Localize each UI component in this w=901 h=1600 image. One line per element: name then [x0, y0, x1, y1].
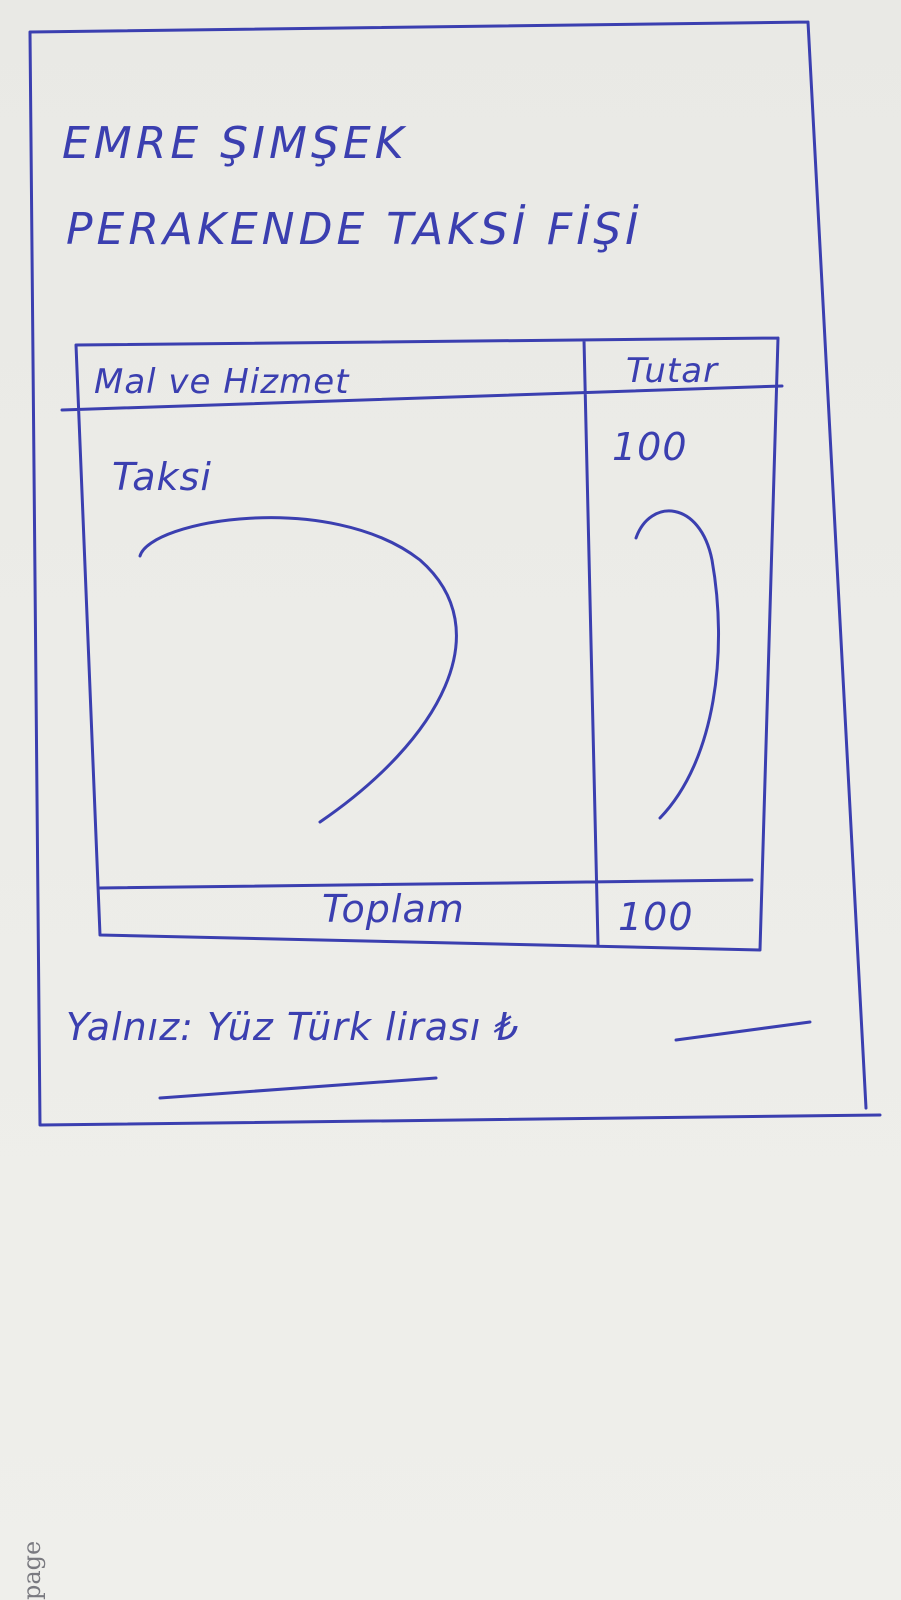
bottom-underline	[158, 1076, 438, 1100]
closing-line	[674, 1020, 812, 1042]
table-row: Taksi 100	[112, 425, 688, 499]
page-margin-text: page	[18, 1540, 46, 1600]
blank-fill-stroke-left	[138, 516, 458, 824]
total-label: Toplam	[322, 887, 465, 931]
total-value: 100	[618, 895, 694, 939]
header-amount: Tutar	[626, 351, 719, 391]
row-item: Taksi	[112, 455, 212, 499]
receipt-border	[28, 20, 882, 1127]
table-border	[60, 336, 784, 952]
amount-in-words: Yalnız: Yüz Türk lirası ₺	[66, 1005, 520, 1049]
blank-fill-stroke-right	[634, 509, 720, 820]
row-amount: 100	[612, 425, 688, 469]
issuer-name: EMRE ŞIMŞEK	[62, 118, 408, 169]
receipt-title: PERAKENDE TAKSİ FİŞİ	[66, 203, 642, 255]
header-item: Mal ve Hizmet	[94, 362, 350, 402]
